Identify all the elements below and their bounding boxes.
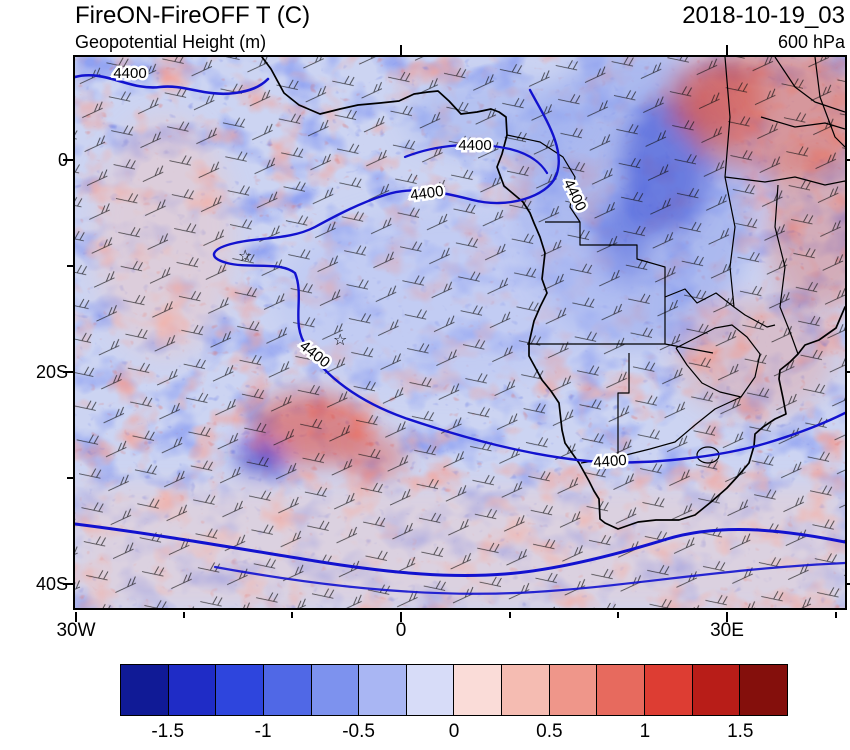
wind-barbs-layer xyxy=(75,57,845,608)
colorbar-cell xyxy=(644,664,693,716)
colorbar-labels: -1.5 -1 -0.5 0 0.5 1 1.5 xyxy=(120,721,788,747)
contour-label: 4400 xyxy=(458,137,491,154)
colorbar-cell xyxy=(120,664,169,716)
colorbar-cell xyxy=(596,664,646,716)
field-label: Geopotential Height (m) xyxy=(75,32,267,52)
geopotential-contours xyxy=(75,74,845,595)
colorbar-cell xyxy=(310,664,360,716)
contour-label: 4400 xyxy=(113,65,146,82)
axis-tick xyxy=(63,371,73,373)
colorbar-tick-label: -1.5 xyxy=(151,721,185,742)
colorbar-cell xyxy=(453,664,503,716)
x-axis-label-30e: 30E xyxy=(710,620,744,641)
colorbar-tick-label: 0 xyxy=(448,721,460,742)
contour-label: 4400 xyxy=(593,452,627,471)
axis-tick xyxy=(63,583,73,585)
colorbar-cell xyxy=(501,664,550,716)
axis-tick xyxy=(847,371,850,373)
contour-spur xyxy=(403,143,549,175)
axis-tick xyxy=(726,45,728,55)
x-axis-label-0: 0 xyxy=(395,620,407,641)
axis-tick xyxy=(847,583,850,585)
colorbar-tick-label: 1 xyxy=(639,721,651,742)
coastline-path xyxy=(261,57,845,530)
y-axis-label-40s: 40S xyxy=(35,574,68,594)
colorbar-tick-label: 1.5 xyxy=(727,721,754,742)
colorbar-cell xyxy=(358,664,407,716)
colorbar-cell xyxy=(548,664,598,716)
colorbar-tick-label: -0.5 xyxy=(342,721,375,742)
axis-tick-minor xyxy=(835,612,837,618)
axis-tick xyxy=(400,612,402,622)
star-marker: ☆ xyxy=(238,246,252,265)
axis-tick-minor xyxy=(291,612,293,618)
axis-tick xyxy=(726,612,728,622)
contour-south-main xyxy=(75,522,845,577)
x-axis-label-30w: 30W xyxy=(56,620,96,641)
map-plot: 4400 4400 4400 4400 4400 4400 ☆ ☆ xyxy=(73,55,847,610)
axis-tick-minor xyxy=(509,612,511,618)
level-label: 600 hPa xyxy=(777,32,845,52)
axis-tick xyxy=(75,612,77,622)
colorbar-cell xyxy=(739,664,788,716)
y-axis-label-20s: 20S xyxy=(35,362,68,382)
axis-tick xyxy=(63,159,73,161)
colorbar xyxy=(120,664,788,716)
colorbar-tick-label: -1 xyxy=(254,721,272,742)
y-axis-label-0: 0 xyxy=(26,149,68,171)
colorbar-cell xyxy=(405,664,455,716)
axis-tick xyxy=(847,159,850,161)
axis-tick-minor xyxy=(67,265,73,267)
header-row-1: FireON-FireOFF T (C) 2018-10-19_03 xyxy=(75,2,845,30)
axis-tick-minor xyxy=(183,612,185,618)
colorbar-cell xyxy=(167,664,217,716)
colorbar-cell xyxy=(215,664,264,716)
header-row-2: Geopotential Height (m) 600 hPa xyxy=(75,31,845,53)
star-marker: ☆ xyxy=(333,330,347,349)
axis-tick-minor xyxy=(617,612,619,618)
contour-main-arc xyxy=(212,88,845,464)
colorbar-tick-label: 0.5 xyxy=(536,721,563,742)
axis-tick xyxy=(400,45,402,55)
axis-tick-minor xyxy=(67,477,73,479)
colorbar-cell xyxy=(262,664,312,716)
datetime-label: 2018-10-19_03 xyxy=(682,2,845,29)
colorbar-cell xyxy=(691,664,741,716)
country-borders-path xyxy=(506,57,845,464)
contour-south-secondary xyxy=(213,561,845,595)
contour-top-left xyxy=(75,74,270,96)
map-canvas: 4400 4400 4400 4400 4400 4400 ☆ ☆ xyxy=(75,57,845,608)
page-title: FireON-FireOFF T (C) xyxy=(75,2,311,29)
